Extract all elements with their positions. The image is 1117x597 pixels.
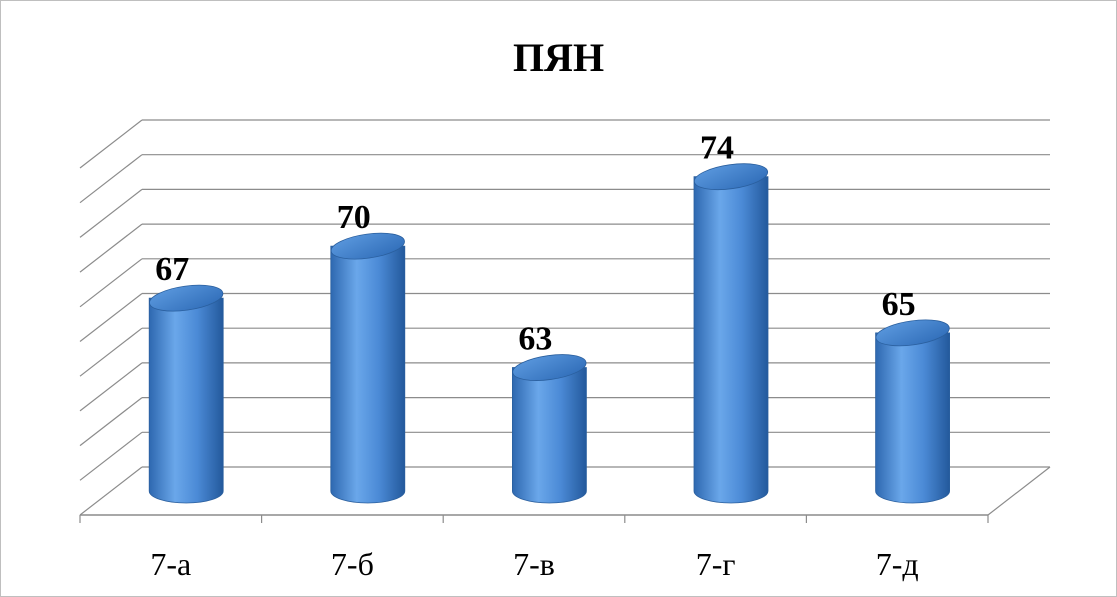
bar: 67 bbox=[148, 251, 224, 504]
data-label: 67 bbox=[155, 251, 189, 288]
bar: 70 bbox=[330, 199, 406, 504]
category-label: 7-б bbox=[331, 546, 374, 582]
bar-top bbox=[875, 319, 950, 347]
gridline-side bbox=[79, 188, 143, 238]
data-label: 74 bbox=[700, 130, 734, 167]
gridline-side bbox=[79, 431, 143, 481]
bar-top bbox=[512, 354, 587, 381]
category-labels: 7-а 7-б 7-в 7-г 7-д bbox=[150, 546, 918, 582]
category-label: 7-д bbox=[876, 546, 919, 582]
data-label: 63 bbox=[518, 321, 552, 358]
bar-body bbox=[512, 367, 587, 504]
category-label: 7-в bbox=[513, 546, 555, 582]
bar-body bbox=[693, 176, 769, 504]
data-label: 70 bbox=[337, 199, 371, 236]
bar-top bbox=[693, 163, 769, 191]
gridline-side bbox=[79, 154, 143, 204]
bars: 67 70 63 74 65 bbox=[148, 130, 950, 504]
bar-body bbox=[330, 245, 406, 504]
gridline-side bbox=[79, 119, 143, 169]
gridline-side bbox=[79, 466, 143, 516]
gridline-side bbox=[79, 362, 143, 412]
x-axis bbox=[79, 466, 1051, 523]
bar: 74 bbox=[693, 130, 769, 504]
bar: 65 bbox=[875, 286, 950, 504]
gridline-side bbox=[79, 327, 143, 377]
bar-body bbox=[148, 297, 224, 504]
bar-top bbox=[330, 232, 405, 260]
floor-edge bbox=[987, 466, 1051, 516]
gridline-side bbox=[79, 223, 143, 273]
bar-top bbox=[149, 284, 224, 312]
gridline-side bbox=[79, 258, 143, 308]
category-label: 7-г bbox=[696, 546, 736, 582]
gridline-side bbox=[79, 397, 143, 447]
gridline-side bbox=[79, 293, 143, 342]
chart-title: ПЯН bbox=[512, 35, 605, 80]
bar-body bbox=[875, 332, 950, 504]
category-label: 7-а bbox=[150, 546, 191, 582]
bar: 63 bbox=[512, 321, 587, 504]
data-label: 65 bbox=[882, 286, 916, 323]
